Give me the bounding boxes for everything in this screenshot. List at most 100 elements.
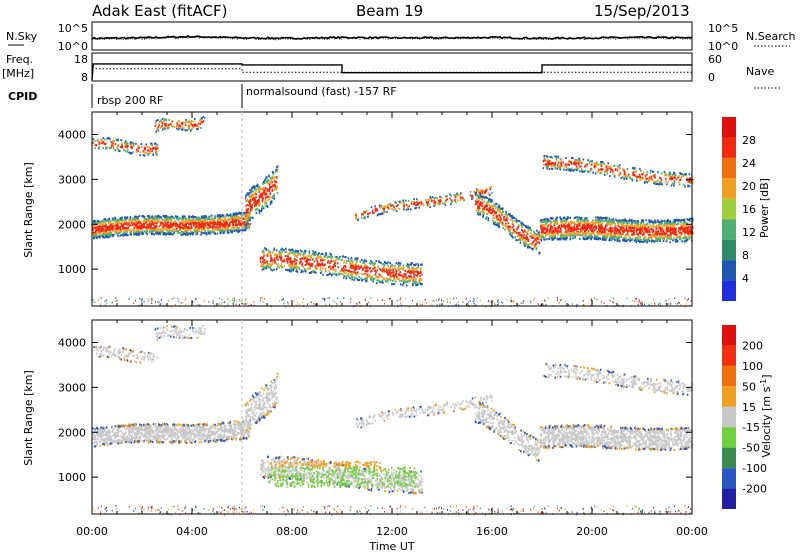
power-point [226, 213, 228, 215]
power-point [530, 232, 532, 234]
power-point [340, 270, 342, 272]
power-point [494, 217, 496, 219]
power-point [379, 273, 381, 275]
power-point [198, 126, 200, 128]
power-point [278, 251, 280, 253]
power-point [124, 216, 126, 218]
power-point [260, 210, 262, 212]
power-point [274, 254, 276, 256]
power-point [235, 213, 237, 215]
power-point [618, 237, 620, 239]
power-point [649, 224, 651, 226]
power-point [312, 270, 314, 272]
power-point [263, 264, 265, 266]
power-point [378, 261, 380, 263]
power-point [141, 143, 143, 145]
power-point [300, 249, 302, 251]
power-point [406, 209, 408, 211]
power-point [228, 228, 230, 230]
power-point [268, 189, 270, 191]
power-point [192, 216, 194, 218]
power-point [126, 144, 128, 146]
power-point [262, 193, 264, 195]
power-point [216, 224, 218, 226]
power-point [207, 217, 209, 219]
power-point [230, 216, 232, 218]
power-point [249, 192, 251, 194]
power-point [320, 272, 322, 274]
power-point [538, 232, 540, 234]
power-point [283, 261, 285, 263]
power-point [427, 199, 429, 201]
power-point [155, 153, 157, 155]
power-point [274, 189, 276, 191]
power-point [198, 224, 200, 226]
power-point [310, 267, 312, 269]
power-point [168, 126, 170, 128]
power-point [547, 226, 549, 228]
power-point [504, 229, 506, 231]
power-point [363, 273, 365, 275]
power-point [333, 269, 335, 271]
power-point [354, 259, 356, 261]
power-point [190, 219, 192, 221]
power-point [387, 265, 389, 267]
power-point [252, 208, 254, 210]
power-point [546, 231, 548, 233]
power-point [376, 282, 378, 284]
power-point [499, 226, 501, 228]
power-point [324, 264, 326, 266]
power-point [499, 209, 501, 211]
power-point [536, 242, 538, 244]
power-point [393, 274, 395, 276]
power-point [266, 202, 268, 204]
power-point [184, 224, 186, 226]
power-point [276, 177, 278, 179]
power-point [215, 226, 217, 228]
power-point [415, 274, 417, 276]
power-point [145, 221, 147, 223]
power-point [445, 204, 447, 206]
power-point [351, 260, 353, 262]
power-point [269, 175, 271, 177]
power-point [667, 227, 669, 229]
power-point [175, 225, 177, 227]
power-point [225, 219, 227, 221]
power-point [115, 230, 117, 232]
power-point [271, 190, 273, 192]
power-point [102, 236, 104, 238]
power-point [171, 216, 173, 218]
power-point [624, 239, 626, 241]
power-point [517, 239, 519, 241]
power-point [356, 217, 358, 219]
power-point [525, 225, 527, 227]
power-point [153, 227, 155, 229]
power-point [580, 222, 582, 224]
power-point [366, 278, 368, 280]
power-point [247, 209, 249, 211]
power-point [328, 270, 330, 272]
power-point [315, 254, 317, 256]
power-point [144, 221, 146, 223]
power-point [521, 229, 523, 231]
power-point [310, 256, 312, 258]
power-point [551, 237, 553, 239]
power-point [180, 125, 182, 127]
power-point [277, 192, 279, 194]
power-point [518, 224, 520, 226]
power-point [673, 232, 675, 234]
power-point [366, 265, 368, 267]
power-point [668, 229, 670, 231]
power-point [302, 257, 304, 259]
power-point [369, 262, 371, 264]
power-point [130, 234, 132, 236]
power-point [420, 283, 422, 285]
power-point [343, 277, 345, 279]
power-point [526, 242, 528, 244]
power-point [340, 273, 342, 275]
power-point [127, 234, 129, 236]
power-point [325, 270, 327, 272]
power-point [119, 150, 121, 152]
power-point [366, 280, 368, 282]
power-point [414, 203, 416, 205]
